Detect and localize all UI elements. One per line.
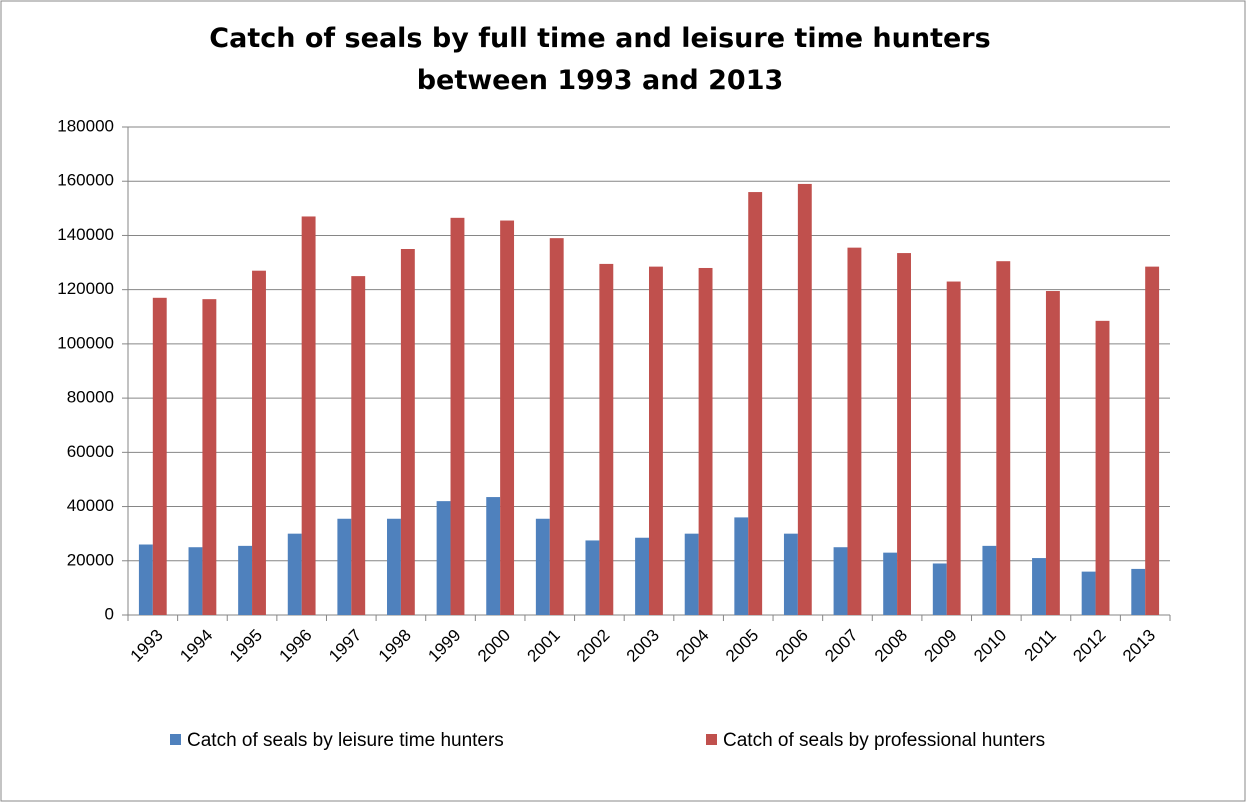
bar	[500, 220, 515, 616]
bar	[549, 238, 564, 615]
bar	[1145, 266, 1160, 615]
bar	[1131, 568, 1146, 615]
y-tick-label: 60000	[67, 442, 114, 461]
bar	[202, 299, 217, 615]
bar	[847, 247, 862, 615]
bar	[946, 281, 961, 615]
bar	[337, 518, 352, 615]
bar	[635, 537, 649, 615]
bar	[1045, 291, 1060, 615]
legend-label: Catch of seals by leisure time hunters	[187, 730, 504, 751]
bar	[797, 183, 812, 615]
y-tick-label: 160000	[57, 171, 114, 190]
y-tick-label: 80000	[67, 388, 114, 407]
bar	[599, 263, 614, 615]
y-tick-label: 40000	[67, 496, 114, 515]
y-tick-label: 140000	[57, 225, 114, 244]
bar	[535, 518, 550, 615]
bar	[996, 261, 1011, 615]
bar	[698, 267, 713, 615]
bar	[1095, 320, 1110, 615]
bar	[585, 540, 600, 615]
chart-title: Catch of seals by full time and leisure …	[209, 23, 991, 96]
bar	[649, 266, 663, 615]
bar	[897, 253, 911, 616]
bar	[301, 216, 316, 615]
bar	[400, 249, 415, 615]
bar	[982, 545, 997, 615]
y-tick-label: 100000	[57, 333, 114, 352]
bar	[734, 517, 749, 615]
bar	[783, 533, 798, 615]
bar	[450, 217, 465, 616]
bar	[748, 192, 763, 616]
bar	[436, 501, 451, 615]
legend-swatch	[170, 734, 181, 745]
bar	[152, 297, 167, 615]
bar	[351, 276, 366, 615]
bar	[387, 518, 401, 615]
bar	[684, 533, 699, 615]
bar	[932, 563, 947, 615]
y-tick-label: 20000	[67, 550, 114, 569]
bar	[287, 533, 302, 615]
bar	[1081, 571, 1096, 615]
bar	[252, 270, 266, 615]
bar	[138, 544, 153, 615]
legend-label: Catch of seals by professional hunters	[723, 730, 1045, 751]
bar	[486, 497, 501, 615]
bar	[833, 547, 848, 615]
y-tick-label: 0	[105, 604, 114, 623]
bar	[238, 545, 253, 615]
legend-swatch	[706, 734, 717, 745]
bar	[1032, 558, 1046, 615]
y-tick-label: 180000	[57, 116, 114, 135]
y-tick-label: 120000	[57, 279, 114, 298]
bar	[188, 547, 203, 615]
bar	[883, 552, 898, 615]
